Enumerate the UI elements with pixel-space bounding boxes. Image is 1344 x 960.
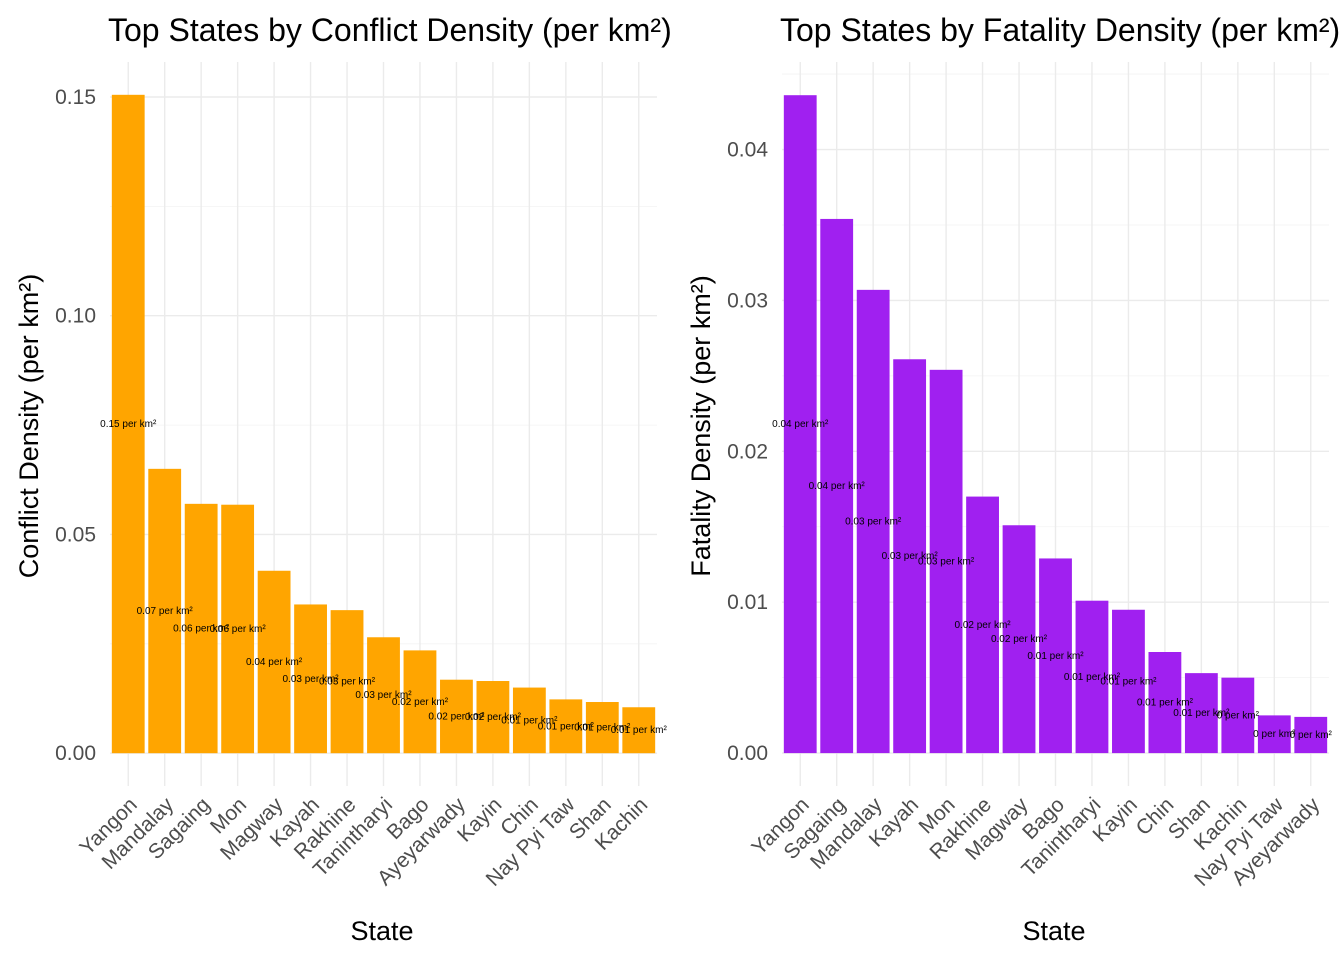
fatality-data-label: 0.03 per km²: [882, 551, 939, 562]
conflict-bar-kayah: [294, 604, 327, 754]
fatality-bar-tanintharyi: [1075, 600, 1109, 754]
conflict-bars: [111, 94, 656, 754]
fatality-bars: [783, 95, 1328, 754]
conflict-bar-mandalay: [148, 468, 182, 754]
fatality-bar-chin: [1148, 652, 1182, 754]
conflict-bar-yangon: [111, 94, 145, 754]
conflict-data-label: 0.07 per km²: [137, 606, 194, 617]
fatality-y-tick-label: 0.02: [727, 440, 768, 463]
conflict-bar-magway: [257, 570, 291, 754]
fatality-bar-shan: [1184, 673, 1218, 754]
conflict-density-panel: Top States by Conflict Density (per km²)…: [14, 12, 672, 946]
conflict-x-ticks: YangonMandalaySagaingMonMagwayKayahRakhi…: [75, 793, 652, 891]
conflict-bar-shan: [585, 702, 619, 754]
fatality-bar-sagaing: [820, 218, 854, 754]
fatality-data-label: 0.02 per km²: [991, 634, 1048, 645]
fatality-y-tick-label: 0.01: [727, 591, 768, 614]
fatality-data-label: 0.03 per km²: [845, 516, 902, 527]
conflict-chart-title: Top States by Conflict Density (per km²): [108, 12, 672, 48]
fatality-data-label: 0.01 per km²: [1100, 676, 1157, 687]
fatality-data-label: 0 per km²: [1290, 730, 1333, 741]
fatality-y-axis-title: Fatality Density (per km²): [686, 275, 716, 577]
conflict-bar-nay-pyi-taw: [549, 699, 583, 754]
fatality-bar-bago: [1039, 558, 1072, 754]
fatality-bar-kayin: [1112, 609, 1145, 754]
conflict-data-label: 0.01 per km²: [538, 721, 595, 732]
fatality-density-panel: Top States by Fatality Density (per km²)…: [686, 12, 1340, 946]
fatality-data-label: 0.04 per km²: [809, 481, 866, 492]
fatality-data-label: 0.01 per km²: [1064, 672, 1121, 683]
fatality-bar-rakhine: [966, 496, 999, 754]
conflict-data-label: 0.04 per km²: [246, 657, 303, 668]
fatality-data-label: 0.02 per km²: [954, 620, 1011, 631]
conflict-y-tick-label: 0.15: [55, 86, 96, 109]
conflict-y-tick-label: 0.00: [55, 742, 96, 765]
conflict-data-label: 0.06 per km²: [173, 624, 230, 635]
fatality-bar-mon: [929, 369, 963, 754]
fatality-bar-kayah: [893, 359, 927, 754]
fatality-data-label: 0 per km²: [1217, 710, 1260, 721]
fatality-y-tick-label: 0.00: [727, 742, 768, 765]
fatality-chart-title: Top States by Fatality Density (per km²): [780, 12, 1340, 48]
fatality-y-tick-label: 0.04: [727, 139, 768, 162]
fatality-y-ticks: 0.00 0.01 0.02 0.03 0.04: [727, 139, 768, 766]
fatality-data-label: 0.01 per km²: [1173, 708, 1230, 719]
conflict-data-label: 0.03 per km²: [355, 690, 412, 701]
fatality-y-tick-label: 0.03: [727, 289, 768, 312]
conflict-data-label: 0.01 per km²: [501, 715, 558, 726]
conflict-bar-kachin: [622, 707, 656, 754]
conflict-data-label: 0.03 per km²: [282, 674, 339, 685]
fatality-bar-ayeyarwady: [1294, 716, 1328, 754]
conflict-data-label: 0.01 per km²: [611, 725, 668, 736]
fatality-bar-kachin: [1221, 677, 1255, 754]
fatality-data-label: 0.01 per km²: [1137, 698, 1194, 709]
conflict-bar-sagaing: [184, 503, 218, 754]
conflict-y-tick-label: 0.05: [55, 523, 96, 546]
conflict-bar-mon: [221, 504, 255, 754]
conflict-data-label: 0.03 per km²: [319, 677, 376, 688]
fatality-bar-nay-pyi-taw: [1257, 715, 1291, 754]
conflict-bar-chin: [512, 687, 546, 754]
fatality-data-label: 0.03 per km²: [918, 556, 975, 567]
conflict-y-ticks: 0.00 0.05 0.10 0.15: [55, 86, 96, 765]
fatality-data-label: 0.04 per km²: [772, 419, 829, 430]
conflict-data-label: 0.06 per km²: [210, 624, 267, 635]
conflict-bar-kayin: [476, 681, 510, 754]
fatality-data-label: 0.01 per km²: [1027, 651, 1084, 662]
fatality-x-ticks: YangonSagaingMandalayKayahMonRakhineMagw…: [747, 793, 1324, 891]
conflict-data-label: 0.15 per km²: [100, 419, 157, 430]
fatality-x-axis-title: State: [1022, 916, 1085, 946]
conflict-data-label: 0.02 per km²: [465, 712, 522, 723]
fatality-bar-magway: [1002, 525, 1036, 754]
conflict-bar-bago: [403, 650, 437, 754]
conflict-x-axis-title: State: [350, 916, 413, 946]
conflict-y-tick-label: 0.10: [55, 305, 96, 328]
fatality-data-label: 0 per km²: [1253, 729, 1296, 740]
conflict-bar-tanintharyi: [367, 637, 400, 754]
conflict-data-label: 0.02 per km²: [392, 697, 449, 708]
conflict-bar-ayeyarwady: [440, 679, 473, 754]
fatality-bar-yangon: [783, 95, 817, 754]
conflict-data-label: 0.01 per km²: [574, 723, 631, 734]
conflict-bar-rakhine: [330, 610, 364, 754]
conflict-data-labels: 0.15 per km² 0.07 per km² 0.06 per km²0.06…: [100, 419, 667, 736]
conflict-y-axis-title: Conflict Density (per km²): [14, 274, 44, 579]
conflict-data-label: 0.02 per km²: [428, 711, 485, 722]
fatality-bar-mandalay: [856, 289, 890, 754]
